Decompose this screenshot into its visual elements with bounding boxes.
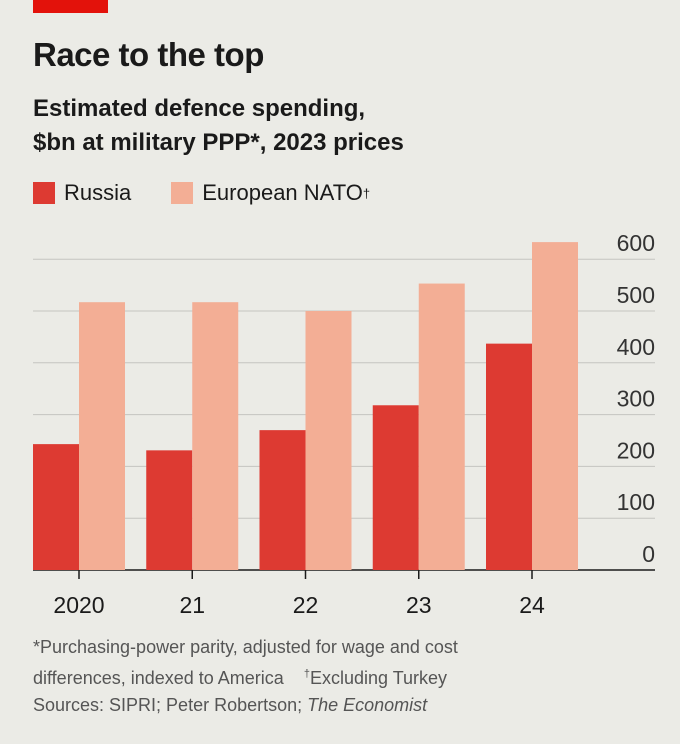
footnote-dagger: † — [303, 668, 310, 680]
bar-nato-24 — [532, 242, 578, 570]
x-tick-label: 21 — [179, 592, 205, 618]
legend-swatch-nato — [171, 182, 194, 204]
footnotes: *Purchasing-power parity, adjusted for w… — [33, 634, 458, 719]
legend-label-nato: European NATO — [202, 180, 363, 205]
bar-nato-22 — [305, 311, 352, 570]
bar-russia-22 — [259, 430, 306, 570]
legend-item-nato: European NATO † — [171, 180, 370, 206]
subtitle-line-1: Estimated defence spending, — [33, 95, 366, 122]
legend-label-russia: Russia — [64, 180, 132, 205]
bar-chart: 0 100 200 300 400 500 600 2020 21 22 23 24 — [33, 230, 655, 618]
y-tick-label: 100 — [617, 489, 655, 515]
legend-item-russia: Russia — [33, 180, 131, 206]
y-tick-label: 0 — [642, 541, 655, 567]
y-tick-label: 400 — [617, 334, 655, 360]
bar-nato-21 — [192, 302, 239, 570]
footnote-sources: Sources: SIPRI; Peter Robertson; The Eco… — [33, 692, 458, 719]
y-axis-ticks: 0 100 200 300 400 500 600 — [617, 230, 655, 567]
x-tick-label: 24 — [519, 592, 545, 618]
bar-russia-24 — [486, 343, 532, 570]
footnote-line-2: differences, indexed to America †Excludi… — [33, 661, 458, 692]
legend-nato-mark: † — [362, 185, 371, 201]
x-tick-label: 23 — [406, 592, 432, 618]
bar-nato-23 — [418, 283, 465, 570]
bar-russia-21 — [146, 450, 193, 570]
footnote-turkey: Excluding Turkey — [309, 668, 448, 688]
bar-russia-2020 — [33, 444, 79, 570]
y-tick-label: 300 — [617, 386, 655, 412]
y-tick-label: 500 — [617, 282, 655, 308]
footnote-sources-text: Sources: SIPRI; Peter Robertson; — [33, 695, 308, 715]
bar-nato-2020 — [79, 302, 125, 570]
chart-title: Race to the top — [33, 36, 264, 73]
footnote-sources-economist: The Economist — [307, 695, 428, 715]
chart-legend: Russia European NATO † — [33, 180, 410, 206]
x-axis-ticks: 2020 21 22 23 24 — [53, 570, 545, 618]
y-tick-label: 200 — [617, 437, 655, 463]
legend-swatch-russia — [33, 182, 55, 204]
chart-subtitle: Estimated defence spending, $bn at milit… — [33, 92, 404, 160]
subtitle-line-2: $bn at military PPP*, 2023 prices — [33, 129, 404, 156]
x-tick-label: 22 — [293, 592, 319, 618]
chart-bars — [33, 242, 578, 570]
footnote-ppp-cont: differences, indexed to America — [33, 668, 284, 688]
footnote-line-1: *Purchasing-power parity, adjusted for w… — [33, 637, 458, 657]
y-tick-label: 600 — [617, 230, 655, 256]
brand-tag — [33, 0, 108, 13]
bar-russia-23 — [372, 405, 419, 570]
x-tick-label: 2020 — [53, 592, 104, 618]
